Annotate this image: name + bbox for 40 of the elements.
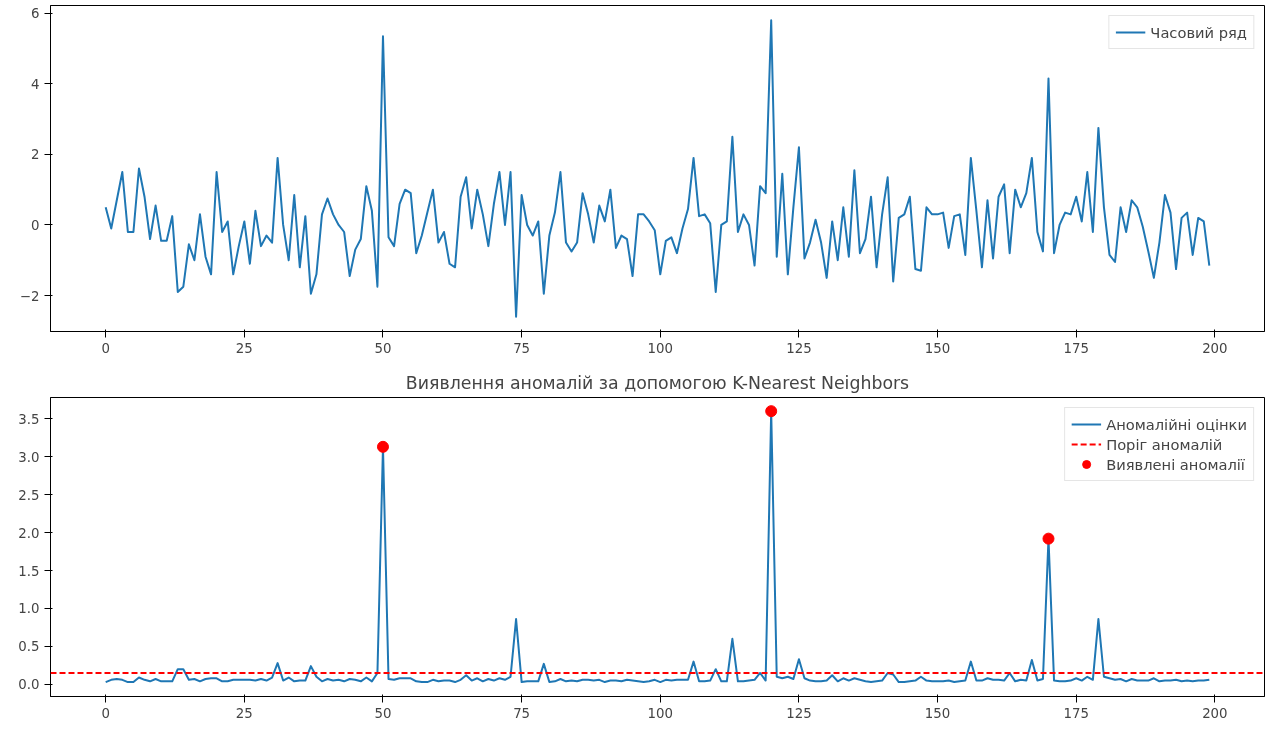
x-tick-label: 75 bbox=[513, 705, 531, 721]
legend-label: Аномалійні оцінки bbox=[1106, 415, 1247, 433]
y-tick-label: 1.5 bbox=[18, 563, 40, 579]
point bbox=[376, 440, 389, 453]
x-tick-label: 100 bbox=[647, 340, 674, 356]
y-tick-label: 2 bbox=[31, 147, 40, 163]
y-tick-label: 3.5 bbox=[18, 411, 40, 427]
y-tick-label: 6 bbox=[31, 6, 40, 22]
x-tick-label: 100 bbox=[647, 705, 674, 721]
x-tick-label: 200 bbox=[1202, 705, 1228, 721]
x-tick-label: 125 bbox=[786, 705, 812, 721]
legend-label: Часовий ряд bbox=[1150, 23, 1247, 41]
y-tick-label: 3.0 bbox=[18, 449, 40, 465]
x-tick-label: 0 bbox=[101, 340, 110, 356]
chart-title: Виявлення аномалій за допомогою K-Nearest Neighbors bbox=[405, 372, 910, 393]
y-tick-label: 0.5 bbox=[18, 639, 40, 655]
y-tick-label: 0.0 bbox=[18, 677, 40, 693]
x-tick-label: 175 bbox=[1063, 340, 1089, 356]
y-tick-label: 2.0 bbox=[18, 525, 40, 541]
x-tick-label: 200 bbox=[1202, 340, 1228, 356]
point bbox=[765, 405, 778, 418]
x-tick-label: 0 bbox=[101, 705, 110, 721]
x-tick-label: 50 bbox=[374, 705, 392, 721]
point bbox=[1042, 532, 1055, 545]
x-tick-label: 75 bbox=[513, 340, 531, 356]
legend-label: Виявлені аномалії bbox=[1106, 455, 1245, 473]
x-tick-label: 25 bbox=[235, 705, 253, 721]
y-tick-label: 2.5 bbox=[18, 487, 40, 503]
legend-label: Поріг аномалій bbox=[1106, 435, 1223, 453]
y-tick-label: 0 bbox=[31, 217, 40, 233]
x-tick-label: 25 bbox=[235, 340, 253, 356]
x-tick-label: 150 bbox=[924, 340, 951, 356]
line-series bbox=[104, 19, 1211, 318]
x-tick-label: 150 bbox=[924, 705, 951, 721]
y-tick-label: 1.0 bbox=[18, 601, 40, 617]
y-tick-label: −2 bbox=[19, 288, 40, 304]
y-tick-label: 4 bbox=[31, 76, 40, 92]
x-tick-label: 125 bbox=[786, 340, 812, 356]
x-tick-label: 50 bbox=[374, 340, 392, 356]
x-tick-label: 175 bbox=[1063, 705, 1089, 721]
